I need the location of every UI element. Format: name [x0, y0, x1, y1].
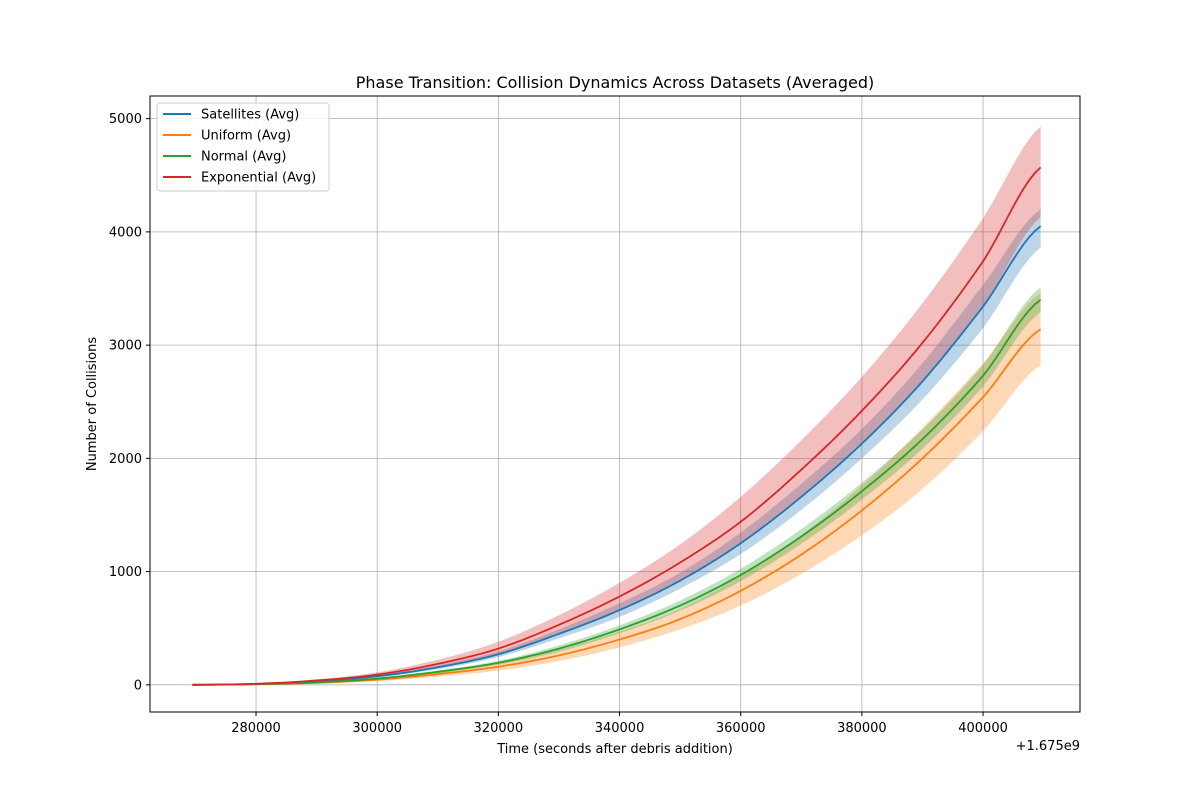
x-axis-ticks: 280000 300000 320000 340000 360000 380000 4000… — [231, 712, 1008, 736]
legend: Satellites (Avg) Uniform (Avg) Normal (Avg… — [156, 102, 330, 192]
line-normal-avg — [192, 299, 1042, 686]
y-tick-label-1: 1000 — [109, 565, 142, 580]
grid-lines — [150, 96, 1080, 712]
y-tick-label-4: 4000 — [109, 225, 142, 240]
y-tick-label-2: 2000 — [109, 452, 142, 467]
x-tick-label-2: 320000 — [474, 721, 524, 736]
legend-label-satellites-avg: Satellites (Avg) — [201, 108, 299, 123]
x-tick-label-1: 300000 — [352, 721, 402, 736]
band-normal-avg — [192, 287, 1041, 685]
band-exponential-avg — [192, 126, 1041, 685]
confidence-bands — [192, 126, 1041, 685]
y-tick-label-5: 5000 — [109, 112, 142, 127]
x-tick-label-0: 280000 — [231, 721, 281, 736]
x-tick-label-3: 340000 — [595, 721, 645, 736]
x-axis-label: Time (seconds after debris addition) — [496, 742, 733, 757]
legend-label-exponential-avg: Exponential (Avg) — [201, 171, 316, 186]
x-tick-label-4: 360000 — [716, 721, 766, 736]
x-axis-offset-label: +1.675e9 — [1016, 739, 1080, 754]
y-axis-ticks: 0 1000 2000 3000 4000 5000 — [109, 112, 150, 693]
axes-frame — [149, 95, 1081, 713]
legend-label-normal-avg: Normal (Avg) — [201, 150, 286, 165]
x-tick-label-5: 380000 — [837, 721, 887, 736]
legend-label-uniform-avg: Uniform (Avg) — [201, 129, 291, 144]
band-uniform-avg — [192, 293, 1041, 685]
plot-area — [192, 126, 1042, 686]
line-exponential-avg — [192, 166, 1042, 686]
line-satellites-avg — [192, 225, 1042, 686]
series-lines — [192, 166, 1042, 686]
y-tick-label-0: 0 — [134, 678, 142, 693]
x-tick-label-6: 400000 — [958, 721, 1008, 736]
y-axis-label: Number of Collisions — [85, 337, 100, 471]
y-tick-label-3: 3000 — [109, 339, 142, 354]
band-satellites-avg — [192, 209, 1041, 685]
legend-box — [156, 102, 330, 192]
chart-title: Phase Transition: Collision Dynamics Acr… — [356, 73, 874, 92]
